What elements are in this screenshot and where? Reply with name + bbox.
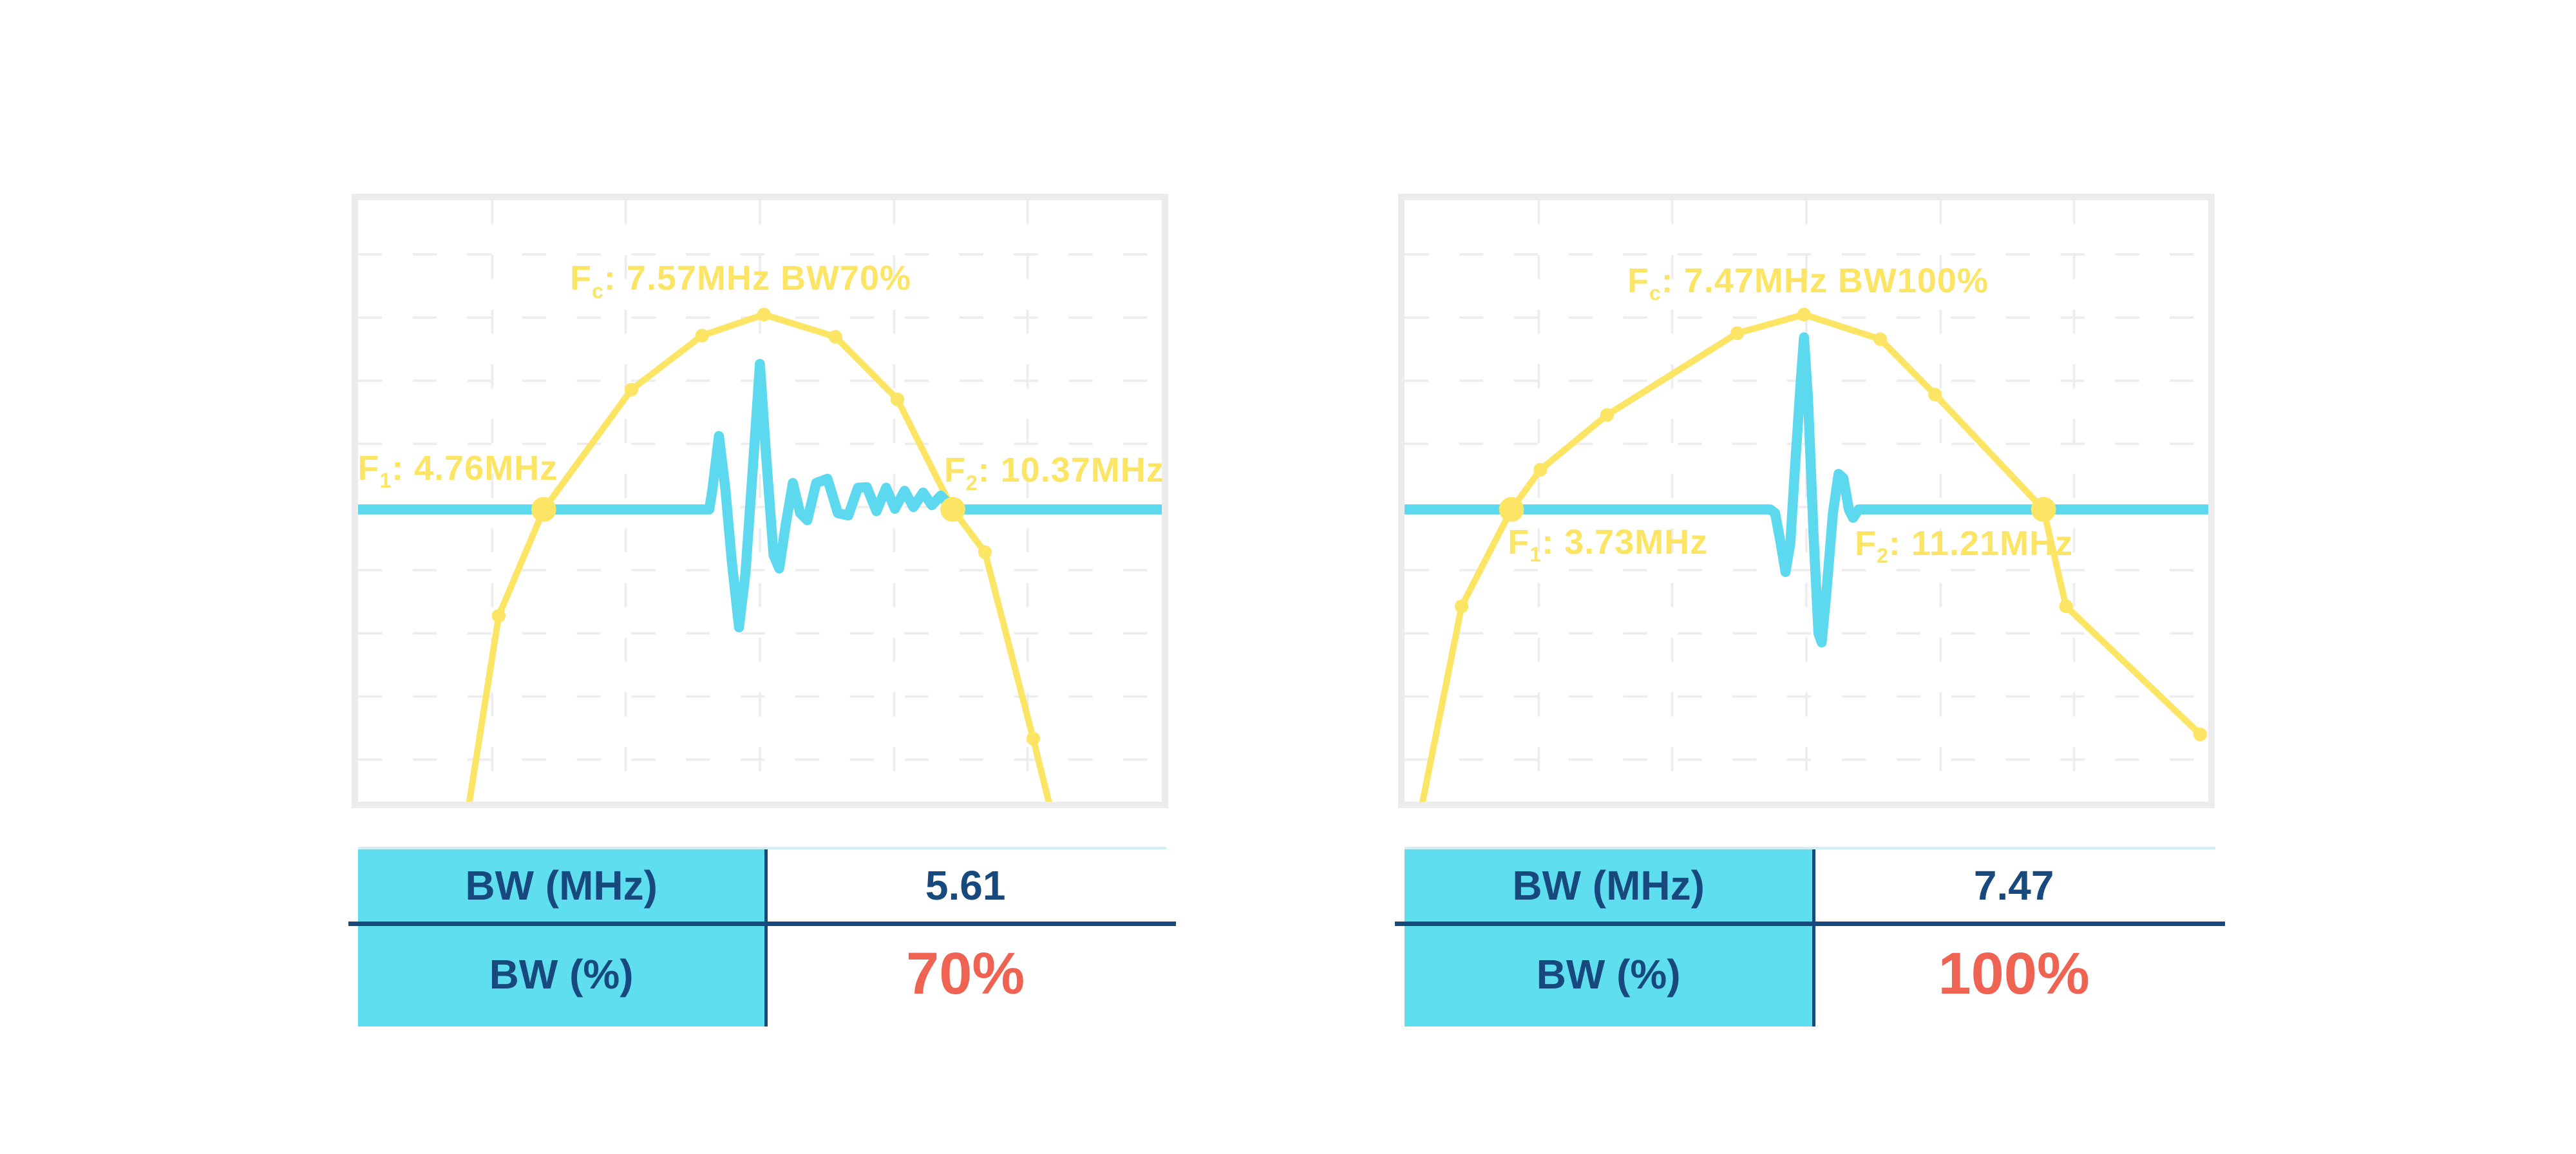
table-column-divider: [764, 849, 768, 1026]
f2-symbol: F: [943, 451, 966, 490]
fc-symbol: F: [570, 259, 592, 298]
right-bw-table: BW (MHz) 7.47 BW (%) 100%: [1395, 847, 2225, 1026]
table-row: BW (MHz) 7.47: [1405, 849, 2215, 922]
f1-subscript: 1: [1530, 542, 1542, 566]
table-row: BW (MHz) 5.61: [358, 849, 1166, 922]
fc-subscript: c: [592, 279, 604, 303]
fc-symbol: F: [1627, 261, 1650, 301]
bw-pct-value-cell: 70%: [764, 922, 1166, 1026]
right-f1-annotation: F1: 3.73MHz: [1508, 522, 1709, 566]
right-chart-plot: [1405, 200, 2208, 802]
f1-value-text: : 3.73MHz: [1542, 522, 1709, 562]
bw-pct-label-cell: BW (%): [358, 922, 765, 1026]
table-row-divider: [348, 922, 1176, 926]
bw-pct-label-cell: BW (%): [1405, 922, 1813, 1026]
right-chart-panel: Fc: 7.47MHz BW100% F1: 3.73MHz F2: 11.21…: [1398, 194, 2215, 808]
table-row: BW (%) 70%: [358, 922, 1166, 1026]
fc-value-text: : 7.57MHz BW70%: [603, 259, 912, 298]
right-fc-annotation: Fc: 7.47MHz BW100%: [1627, 261, 1989, 305]
f1-value-text: : 4.76MHz: [392, 448, 558, 487]
table-column-divider: [1812, 849, 1816, 1026]
left-fc-annotation: Fc: 7.57MHz BW70%: [570, 258, 912, 302]
left-bw-table: BW (MHz) 5.61 BW (%) 70%: [348, 847, 1176, 1026]
f1-symbol: F: [357, 448, 380, 487]
fc-value-text: : 7.47MHz BW100%: [1661, 261, 1989, 301]
f2-subscript: 2: [1877, 544, 1889, 568]
left-f1-annotation: F1: 4.76MHz: [357, 448, 558, 492]
bw-mhz-label-cell: BW (MHz): [1405, 849, 1813, 922]
fc-subscript: c: [1649, 281, 1662, 305]
left-chart-panel: Fc: 7.57MHz BW70% F1: 4.76MHz F2: 10.37M…: [352, 194, 1168, 808]
f2-value-text: : 10.37MHz: [978, 451, 1164, 490]
table-row: BW (%) 100%: [1405, 922, 2215, 1026]
f2-subscript: 2: [965, 471, 978, 495]
bw-mhz-value-cell: 7.47: [1812, 849, 2215, 922]
f2-symbol: F: [1855, 524, 1877, 563]
table-row-divider: [1395, 922, 2225, 926]
left-chart-plot: [358, 200, 1162, 802]
f1-symbol: F: [1508, 522, 1530, 562]
bw-mhz-value-cell: 5.61: [764, 849, 1166, 922]
bw-pct-value-cell: 100%: [1812, 922, 2215, 1026]
bw-mhz-label-cell: BW (MHz): [358, 849, 765, 922]
f2-value-text: : 11.21MHz: [1888, 524, 2074, 563]
right-f2-annotation: F2: 11.21MHz: [1855, 524, 2074, 567]
f1-subscript: 1: [379, 468, 392, 492]
left-f2-annotation: F2: 10.37MHz: [943, 450, 1164, 494]
